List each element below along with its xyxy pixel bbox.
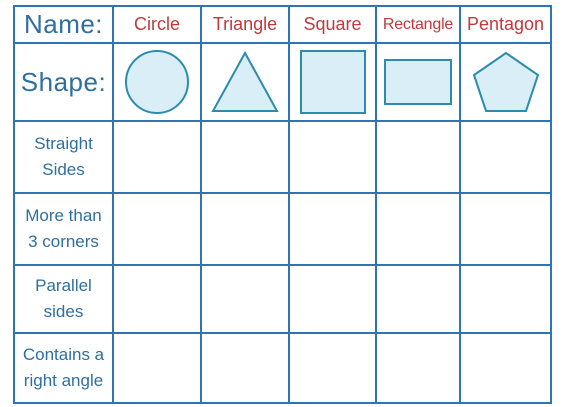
answer-cell-pentagon[interactable] (459, 192, 552, 266)
answer-cell-circle[interactable] (112, 332, 202, 404)
answer-cell-circle[interactable] (112, 264, 202, 334)
property-label-line: sides (43, 302, 84, 321)
answer-cell-pentagon[interactable] (459, 264, 552, 334)
shape-cell-rectangle (375, 42, 461, 122)
circle-icon (125, 50, 189, 114)
shape-cell-triangle (200, 42, 290, 122)
property-row-straight-sides: Straight Sides (13, 120, 552, 194)
shape-properties-table: Name: Circle Triangle Square Rectangle P… (13, 5, 552, 404)
name-row-header: Name: (13, 5, 114, 44)
square-icon (299, 50, 366, 114)
property-row-more-than-3-corners: More than 3 corners (13, 192, 552, 266)
property-label-more-than-3-corners: More than 3 corners (13, 192, 114, 266)
answer-cell-rectangle[interactable] (375, 120, 461, 194)
shape-row-header: Shape: (13, 42, 114, 122)
shape-cell-circle (112, 42, 202, 122)
answer-cell-circle[interactable] (112, 192, 202, 266)
shape-cell-pentagon (459, 42, 552, 122)
answer-cell-pentagon[interactable] (459, 120, 552, 194)
pentagon-icon (472, 51, 539, 112)
property-label-straight-sides: Straight Sides (13, 120, 114, 194)
property-label-line: More than (25, 206, 102, 225)
answer-cell-triangle[interactable] (200, 120, 290, 194)
shape-cell-square (288, 42, 377, 122)
property-label-right-angle: Contains a right angle (13, 332, 114, 404)
shape-name-triangle: Triangle (200, 5, 290, 44)
answer-cell-triangle[interactable] (200, 264, 290, 334)
property-label-line: Straight (34, 134, 93, 153)
property-label-line: right angle (23, 371, 104, 390)
answer-cell-triangle[interactable] (200, 332, 290, 404)
property-label-line: 3 corners (28, 232, 99, 251)
answer-cell-square[interactable] (288, 192, 377, 266)
answer-cell-pentagon[interactable] (459, 332, 552, 404)
shape-name-rectangle: Rectangle (375, 5, 461, 44)
property-row-parallel-sides: Parallel sides (13, 264, 552, 334)
name-row: Name: Circle Triangle Square Rectangle P… (13, 5, 552, 44)
property-label-line: Contains a (22, 345, 105, 364)
answer-cell-square[interactable] (288, 332, 377, 404)
property-label-parallel-sides: Parallel sides (13, 264, 114, 334)
property-label-line: Sides (42, 160, 85, 179)
property-label-line: Parallel (35, 276, 92, 295)
answer-cell-square[interactable] (288, 264, 377, 334)
answer-cell-triangle[interactable] (200, 192, 290, 266)
answer-cell-rectangle[interactable] (375, 264, 461, 334)
triangle-icon (211, 50, 279, 112)
shape-name-circle: Circle (112, 5, 202, 44)
shape-name-square: Square (288, 5, 377, 44)
rectangle-icon (384, 59, 452, 105)
answer-cell-circle[interactable] (112, 120, 202, 194)
answer-cell-rectangle[interactable] (375, 332, 461, 404)
shape-row: Shape: (13, 42, 552, 122)
answer-cell-rectangle[interactable] (375, 192, 461, 266)
answer-cell-square[interactable] (288, 120, 377, 194)
shape-name-pentagon: Pentagon (459, 5, 552, 44)
property-row-right-angle: Contains a right angle (13, 332, 552, 404)
